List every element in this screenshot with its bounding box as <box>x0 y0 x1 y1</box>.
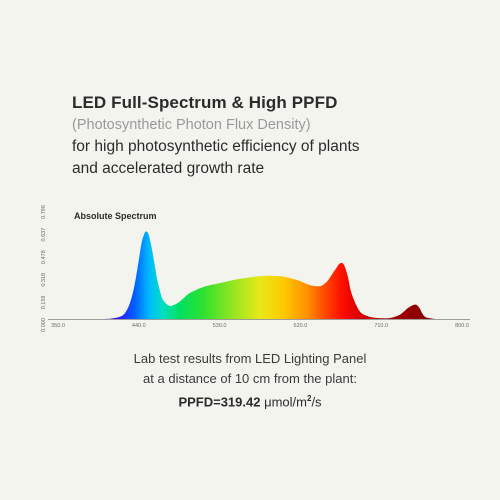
series-layer <box>102 231 436 319</box>
footer-line-2: at a distance of 10 cm from the plant: <box>143 371 357 386</box>
x-tick-label: 800.0 <box>455 323 469 329</box>
tagline-line-2: and accelerated growth rate <box>72 160 265 177</box>
axis-ticks: 350.0 440.0 530.0 620.0 710.0 800.0 0.000 0.159… <box>41 205 469 332</box>
footer: Lab test results from LED Lighting Panel… <box>0 349 500 409</box>
y-tick-label: 0.159 <box>41 296 47 310</box>
ppfd-unit-exponent: 2 <box>306 394 312 403</box>
y-tick-label: 0.000 <box>41 318 47 332</box>
ppfd-value: PPFD=319.42 μmol/m2/s <box>0 394 500 409</box>
y-tick-label: 0.637 <box>41 228 47 242</box>
y-tick-label: 0.796 <box>41 205 47 219</box>
tagline-line-1: for high photosynthetic efficiency of pl… <box>72 138 360 155</box>
spectrum-area <box>102 231 436 319</box>
ppfd-unit-end: /s <box>311 394 322 410</box>
ppfd-unit: μmol/m <box>264 394 307 410</box>
y-tick-label: 0.318 <box>41 273 47 287</box>
x-tick-label: 440.0 <box>132 323 146 329</box>
page-title: LED Full-Spectrum & High PPFD <box>72 93 338 112</box>
y-tick-label: 0.478 <box>41 250 47 264</box>
footer-line-1: Lab test results from LED Lighting Panel <box>133 351 367 366</box>
x-tick-label: 530.0 <box>213 323 227 329</box>
heading: LED Full-Spectrum & High PPFD (Photosynt… <box>72 92 472 180</box>
x-tick-label: 710.0 <box>374 323 388 329</box>
chart-title: Absolute Spectrum <box>74 211 157 221</box>
x-tick-label: 620.0 <box>294 323 308 329</box>
ppfd-label: PPFD=319.42 <box>178 394 261 410</box>
x-tick-label: 350.0 <box>51 323 65 329</box>
page-subtitle: (Photosynthetic Photon Flux Density) <box>72 117 311 133</box>
